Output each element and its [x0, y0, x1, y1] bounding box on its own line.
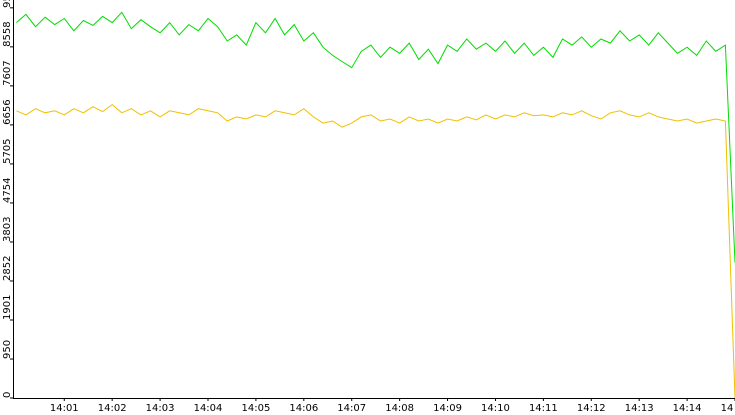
x-tick-label: 14 — [721, 403, 734, 414]
x-tick-label: 14:03 — [146, 403, 175, 414]
y-tick-label: 3803 — [2, 217, 13, 242]
y-tick-label: 4754 — [2, 177, 13, 202]
series-line — [16, 103, 735, 399]
series-line — [16, 11, 735, 263]
y-tick-label: 1901 — [2, 295, 13, 320]
x-tick-label: 14:04 — [194, 403, 223, 414]
y-tick-label: 9509 — [2, 0, 13, 8]
y-tick-label: 6656 — [2, 99, 13, 124]
y-tick-label: 5705 — [2, 138, 13, 163]
x-tick-label: 14:05 — [241, 403, 270, 414]
x-tick-label: 14:10 — [481, 403, 510, 414]
x-tick-label: 14:09 — [433, 403, 462, 414]
x-tick-label: 14:01 — [50, 403, 79, 414]
y-tick-label: 2852 — [2, 256, 13, 281]
x-tick-label: 14:02 — [98, 403, 127, 414]
x-tick-label: 14:12 — [577, 403, 606, 414]
y-tick-label: 7607 — [2, 60, 13, 85]
x-tick-label: 14:13 — [625, 403, 654, 414]
x-tick-label: 14:11 — [529, 403, 558, 414]
y-tick-label: 950 — [2, 340, 13, 359]
y-tick-label: 0 — [2, 392, 13, 398]
x-tick-label: 14:14 — [673, 403, 702, 414]
x-tick-label: 14:07 — [337, 403, 366, 414]
y-tick-label: 8558 — [2, 21, 13, 46]
x-tick-label: 14:08 — [385, 403, 414, 414]
x-tick-label: 14:06 — [289, 403, 318, 414]
